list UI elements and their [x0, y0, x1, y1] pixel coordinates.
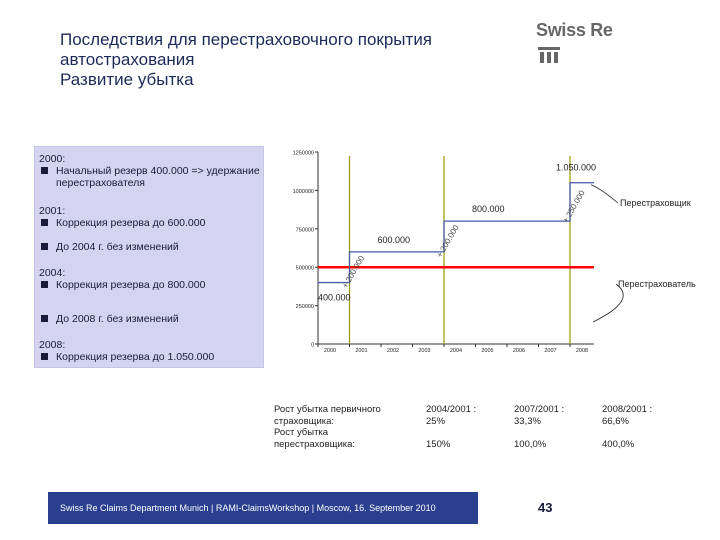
- growth-label-4: перестраховщика:: [274, 438, 356, 450]
- x-tick-label: 2003: [418, 348, 430, 354]
- note-2001-item: Коррекция резерва до 600.000: [56, 217, 206, 229]
- x-tick-label: 2001: [355, 348, 367, 354]
- growth-col1-primary: 25%: [426, 415, 446, 427]
- growth-label-3: Рост убытка: [274, 427, 329, 438]
- footer-bar: [48, 492, 478, 524]
- growth-col3-primary: 66,6%: [602, 415, 629, 427]
- y-tick-label: 1250000: [293, 151, 314, 157]
- note-2008: 2008: Коррекция резерва до 1.050.000: [39, 339, 263, 363]
- slide-title: Последствия для перестраховочного покрыт…: [60, 30, 432, 90]
- point-label: 1.050.000: [556, 163, 596, 173]
- bullet-icon: [41, 353, 48, 360]
- point-label: 400.000: [318, 293, 351, 303]
- swiss-re-bar-mark-icon: [538, 47, 560, 63]
- bullet-icon: [41, 315, 48, 322]
- point-label: 800.000: [472, 204, 505, 214]
- note-2008-item: Коррекция резерва до 1.050.000: [56, 351, 215, 363]
- y-tick-label: 250000: [296, 304, 314, 310]
- x-tick-label: 2002: [387, 348, 399, 354]
- annotation-cedent: Перестрахователь: [618, 279, 696, 289]
- growth-label-1: Рост убытка первичного: [274, 404, 381, 415]
- note-2001: 2001: Коррекция резерва до 600.000: [39, 205, 263, 229]
- growth-col2-head: 2007/2001 :: [514, 404, 565, 415]
- title-line-1: Последствия для перестраховочного покрыт…: [60, 30, 433, 49]
- note-2000: 2000: Начальный резерв 400.000 => удержа…: [39, 153, 263, 189]
- swiss-re-logo: Swiss Re: [536, 20, 626, 68]
- annotation-cedent-leader: [592, 283, 624, 323]
- x-tick-label: 2007: [544, 348, 556, 354]
- growth-col1-head: 2004/2001 :: [426, 404, 477, 415]
- increment-label: + 200.000: [435, 223, 461, 259]
- bullet-icon: [41, 243, 48, 250]
- bullet-icon: [41, 281, 48, 288]
- note-2008-head: 2008:: [39, 339, 66, 351]
- sidebar-notes: 2000: Начальный резерв 400.000 => удержа…: [34, 146, 264, 368]
- point-label: 600.000: [378, 235, 411, 245]
- x-tick-label: 2000: [324, 348, 336, 354]
- page-number: 43: [538, 500, 553, 515]
- note-2004: 2004: Коррекция резерва до 800.000: [39, 267, 263, 291]
- annotation-reinsurer: Перестраховщик: [620, 198, 691, 208]
- note-2004-head: 2004:: [39, 267, 66, 279]
- footer-text: Swiss Re Claims Department Munich | RAMI…: [60, 503, 436, 513]
- increment-label: + 250.000: [561, 188, 587, 224]
- growth-col3-head: 2008/2001 :: [602, 404, 653, 415]
- growth-col3-reinsurer: 400,0%: [602, 438, 635, 450]
- growth-col2-reinsurer: 100,0%: [514, 438, 547, 450]
- note-2000-head: 2000:: [39, 153, 66, 165]
- note-2001-head: 2001:: [39, 205, 66, 217]
- y-tick-label: 1000000: [293, 189, 314, 195]
- bullet-icon: [41, 219, 48, 226]
- note-2004-pre: До 2004 г. без изменений: [39, 241, 263, 253]
- growth-label-2: страховщика:: [274, 415, 335, 427]
- title-line-2: автострахования: [60, 50, 195, 69]
- logo-text: Swiss Re: [536, 20, 613, 40]
- y-tick-label: 500000: [296, 266, 314, 272]
- growth-col2-primary: 33,3%: [514, 415, 541, 427]
- x-tick-label: 2008: [576, 348, 588, 354]
- note-2004-item: Коррекция резерва до 800.000: [56, 279, 206, 291]
- increment-label: + 200.000: [340, 254, 366, 290]
- reserve-step-line: [318, 182, 594, 284]
- growth-col1-reinsurer: 150%: [426, 438, 451, 450]
- x-tick-label: 2006: [513, 348, 525, 354]
- bullet-icon: [41, 167, 48, 174]
- note-2000-item: Начальный резерв 400.000 => удержание пе…: [56, 165, 260, 189]
- x-tick-label: 2004: [450, 348, 462, 354]
- annotation-reinsurer-leader: [590, 184, 619, 204]
- note-2008-pre-item: До 2008 г. без изменений: [56, 313, 179, 325]
- title-line-3: Развитие убытка: [60, 70, 194, 89]
- note-2004-pre-item: До 2004 г. без изменений: [56, 241, 179, 253]
- y-tick-label: 750000: [296, 227, 314, 233]
- x-tick-label: 2005: [481, 348, 493, 354]
- y-tick-label: 0: [311, 343, 314, 349]
- note-2008-pre: До 2008 г. без изменений: [39, 313, 263, 325]
